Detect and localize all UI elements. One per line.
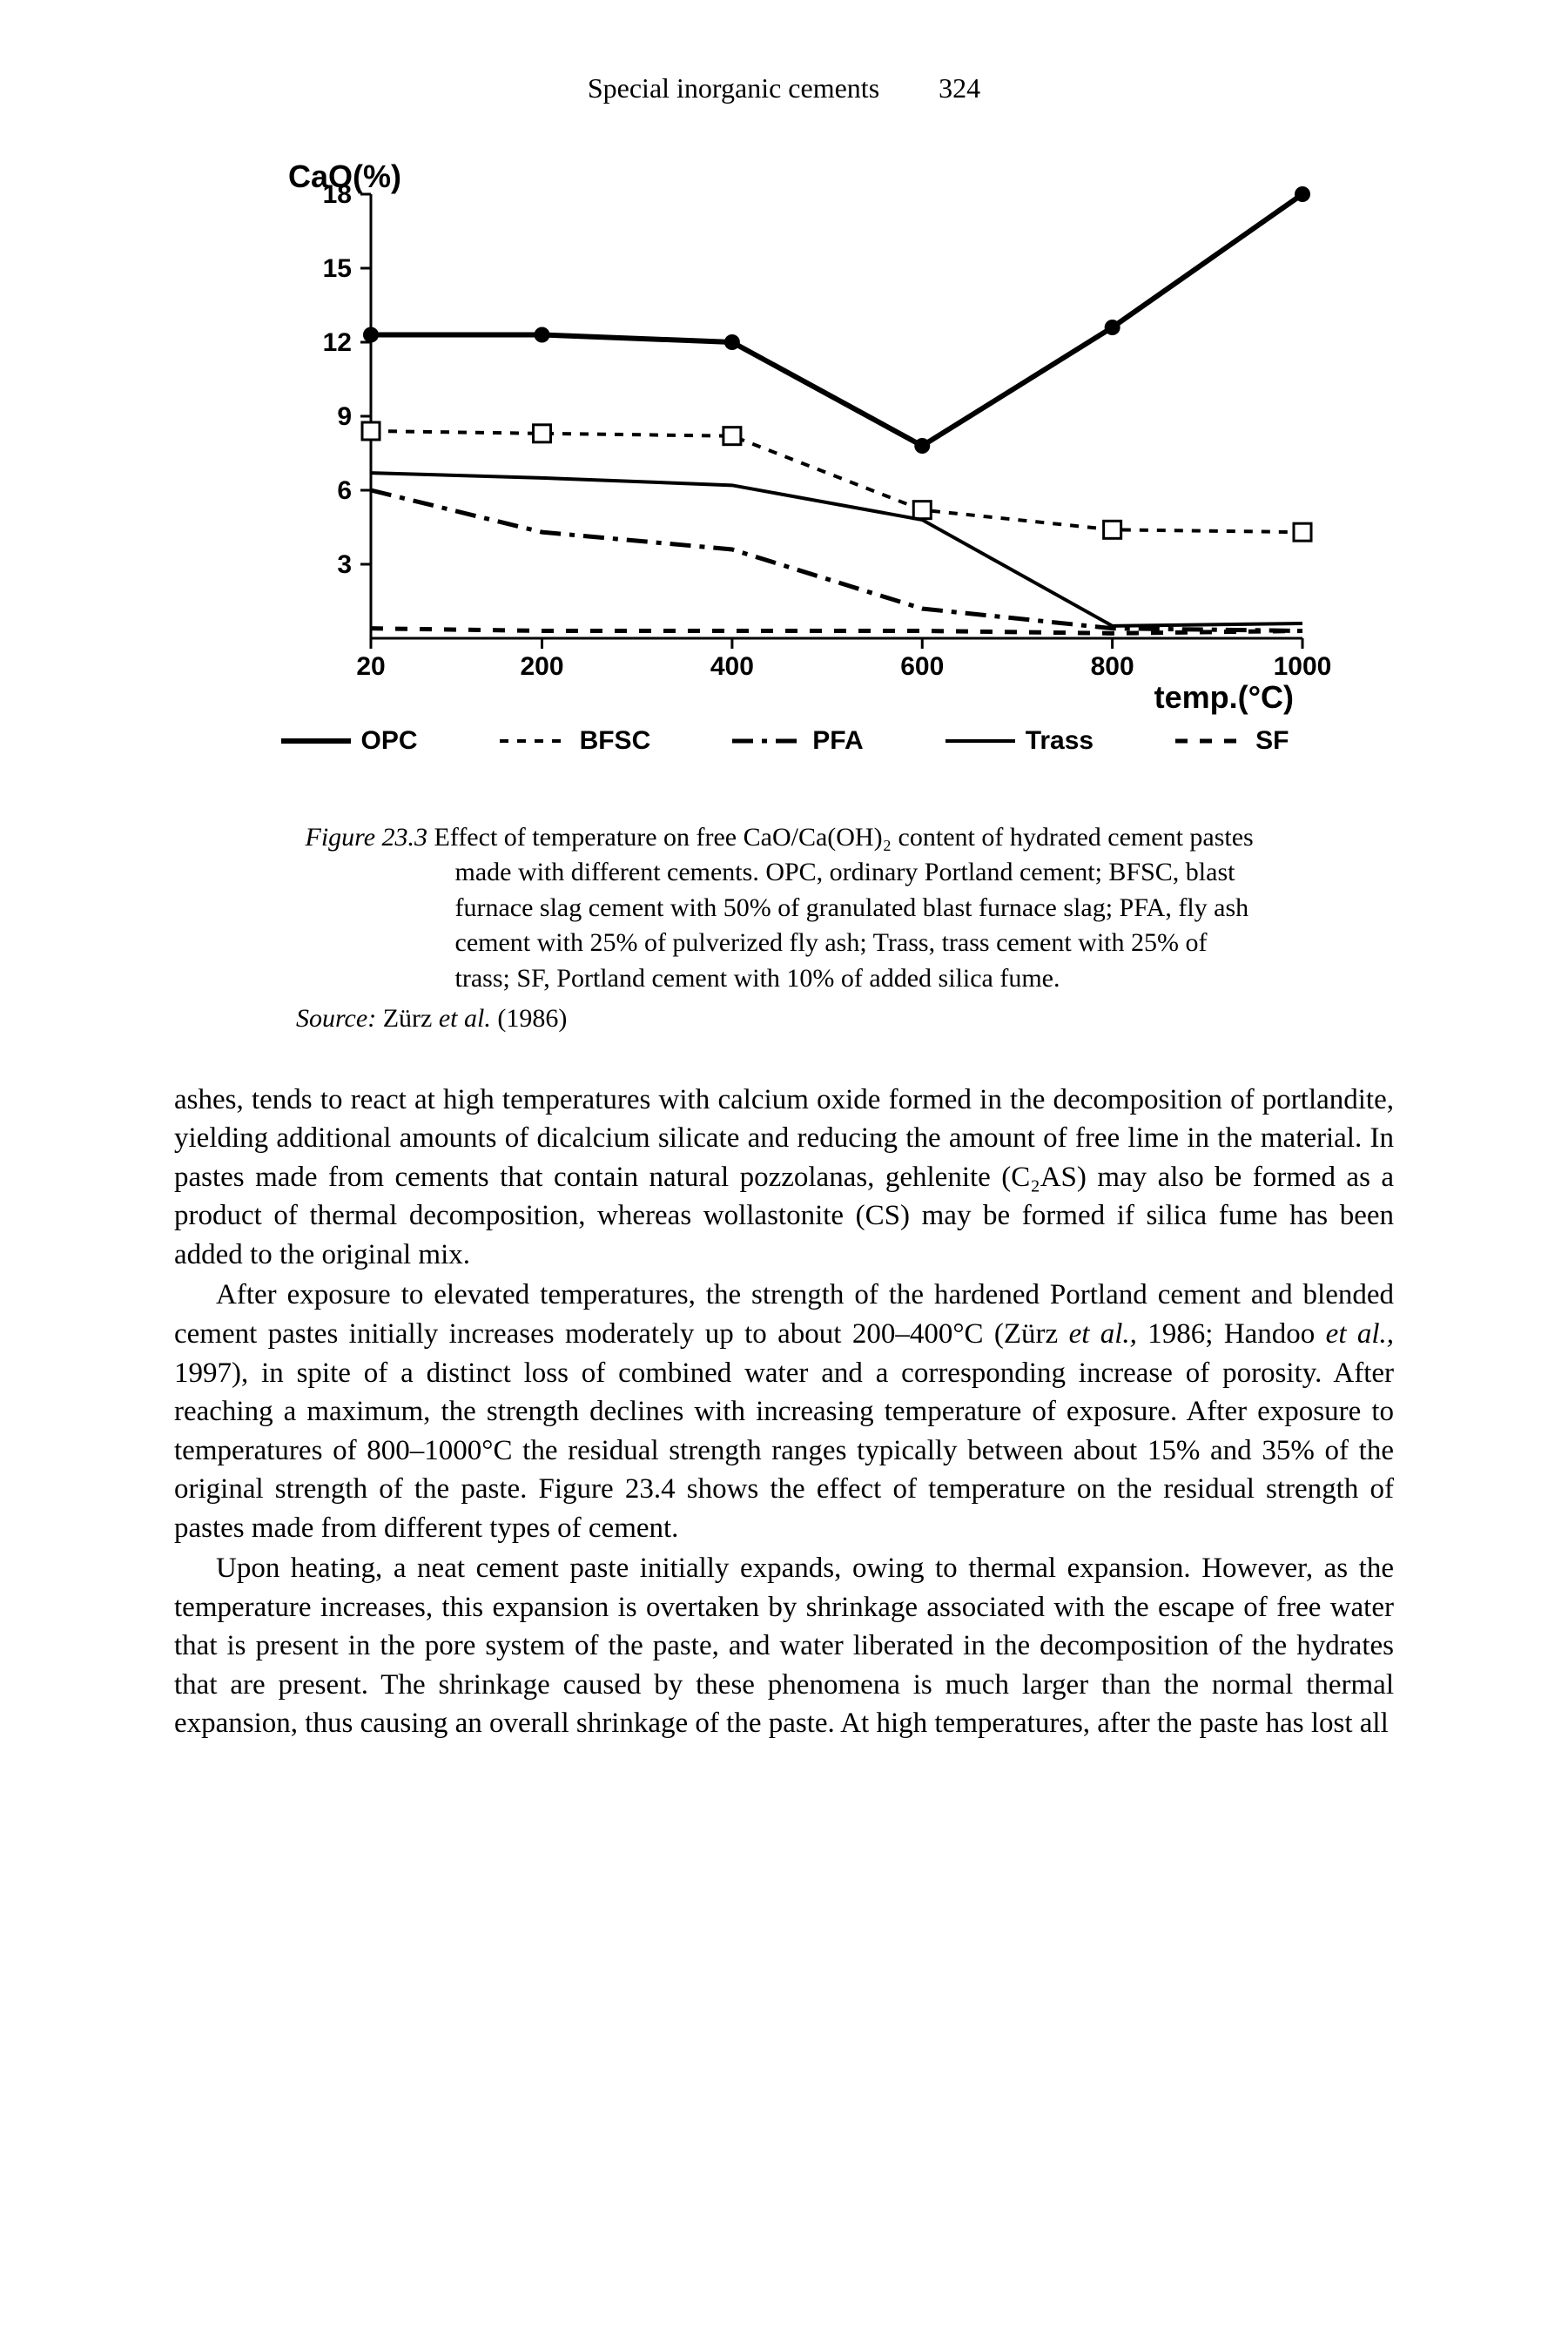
legend-swatch-icon xyxy=(498,732,571,750)
svg-text:15: 15 xyxy=(322,254,351,283)
p2-etal-1: et al., xyxy=(1069,1318,1137,1350)
legend-swatch-icon xyxy=(730,732,804,750)
figure-label: Figure 23.3 xyxy=(306,823,428,852)
legend-label: BFSC xyxy=(580,724,651,759)
legend-label: OPC xyxy=(361,724,418,759)
figure-23-3: CaO(%)369121518202004006008001000temp.(°… xyxy=(174,159,1394,759)
series-trass xyxy=(371,473,1302,626)
legend-item-pfa: PFA xyxy=(730,724,863,759)
cao-vs-temp-chart: CaO(%)369121518202004006008001000temp.(°… xyxy=(236,159,1333,717)
svg-text:1000: 1000 xyxy=(1273,652,1331,681)
svg-text:600: 600 xyxy=(900,652,944,681)
source-text-prefix: Zürz xyxy=(383,1004,439,1033)
legend-label: SF xyxy=(1255,724,1289,759)
page-number: 324 xyxy=(939,70,980,107)
figure-caption-text: Effect of temperature on free CaO/Ca(OH)… xyxy=(434,823,1254,993)
svg-text:18: 18 xyxy=(322,180,351,209)
p2-part-c: 1997), in spite of a distinct loss of co… xyxy=(174,1357,1394,1544)
body-paragraph-1: ashes, tends to react at high temperatur… xyxy=(174,1081,1394,1275)
legend-label: Trass xyxy=(1026,724,1094,759)
figure-caption: Figure 23.3 Effect of temperature on fre… xyxy=(306,820,1263,997)
svg-text:200: 200 xyxy=(520,652,563,681)
series-bfsc xyxy=(371,431,1302,532)
running-header-title: Special inorganic cements xyxy=(588,72,879,104)
series-opc xyxy=(371,194,1302,446)
svg-text:400: 400 xyxy=(710,652,753,681)
svg-text:12: 12 xyxy=(322,328,351,357)
source-etal: et al. xyxy=(439,1004,491,1033)
chart-legend: OPC BFSC PFA Trass SF xyxy=(279,724,1289,759)
body-paragraph-3: Upon heating, a neat cement paste initia… xyxy=(174,1549,1394,1743)
body-paragraph-2: After exposure to elevated temperatures,… xyxy=(174,1276,1394,1547)
figure-source: Source: Zürz et al. (1986) xyxy=(296,1001,1394,1037)
svg-text:9: 9 xyxy=(337,402,352,431)
legend-swatch-icon xyxy=(279,732,353,750)
legend-swatch-icon xyxy=(1174,732,1247,750)
legend-item-opc: OPC xyxy=(279,724,418,759)
legend-label: PFA xyxy=(812,724,863,759)
legend-item-sf: SF xyxy=(1174,724,1289,759)
legend-item-bfsc: BFSC xyxy=(498,724,651,759)
svg-text:800: 800 xyxy=(1090,652,1134,681)
source-label: Source: xyxy=(296,1004,376,1033)
running-header: Special inorganic cements 324 xyxy=(174,70,1394,107)
svg-text:3: 3 xyxy=(337,550,352,579)
p2-etal-2: et al., xyxy=(1326,1318,1394,1350)
body-text: ashes, tends to react at high temperatur… xyxy=(174,1081,1394,1743)
series-sf xyxy=(371,629,1302,634)
svg-text:20: 20 xyxy=(356,652,385,681)
svg-text:temp.(°C): temp.(°C) xyxy=(1154,679,1293,715)
series-pfa xyxy=(371,490,1302,631)
p2-part-b: 1986; Handoo xyxy=(1137,1318,1326,1350)
svg-text:6: 6 xyxy=(337,476,352,505)
legend-swatch-icon xyxy=(944,732,1017,750)
source-text-suffix: (1986) xyxy=(491,1004,567,1033)
legend-item-trass: Trass xyxy=(944,724,1094,759)
